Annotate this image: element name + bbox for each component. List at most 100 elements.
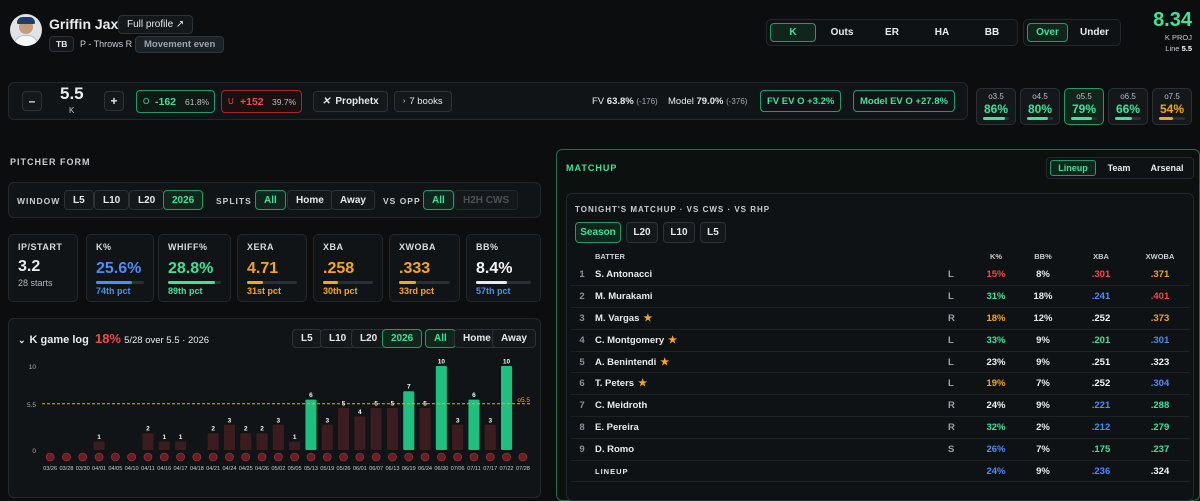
under-price: +152 xyxy=(240,96,264,108)
window-2026[interactable]: 2026 xyxy=(163,190,204,210)
bar-05/02 xyxy=(272,424,284,450)
tab-er[interactable]: ER xyxy=(885,27,899,38)
book-selector[interactable]: ✕ Prophetx xyxy=(313,91,388,112)
tab-over[interactable]: Over xyxy=(1036,27,1059,38)
bar-label: 5 xyxy=(423,401,427,408)
line-marker-label: o5.5 xyxy=(517,397,530,404)
tab-bb[interactable]: BB xyxy=(984,27,1000,38)
stat-ipstart: IP/START 3.2 28 starts xyxy=(8,234,78,302)
tab-lineup[interactable]: Lineup xyxy=(1058,163,1088,173)
matchup-window-season[interactable]: Season xyxy=(575,222,621,243)
window-l20[interactable]: L20 xyxy=(129,190,165,210)
matchup-window-l5[interactable]: L5 xyxy=(700,222,726,243)
stat-title: IP/START xyxy=(18,242,63,252)
batter-row[interactable]: 3 M. Vargas ★ R 18% 12% .252.373 xyxy=(571,307,1190,330)
full-profile-link[interactable]: Full profile ↗ xyxy=(118,15,194,34)
opponent-logo-icon xyxy=(94,452,104,462)
batter-name: S. Antonacci xyxy=(595,269,653,281)
batter-name: D. Romo xyxy=(595,443,635,455)
batter-name-cell: C. Meidroth xyxy=(593,394,948,418)
bar-04/11 xyxy=(142,433,154,450)
model-value: Model 79.0% (-376) xyxy=(668,96,748,107)
tab-ha[interactable]: HA xyxy=(934,27,950,38)
batter-bb: 2% xyxy=(1014,416,1072,439)
under-odds-button[interactable]: U +152 39.7% xyxy=(221,90,302,113)
ladder-o6.5[interactable]: o6.5 66% xyxy=(1108,88,1148,125)
projection-label: K PROJ xyxy=(1164,33,1192,42)
split-all[interactable]: All xyxy=(255,190,286,210)
bar-07/17 xyxy=(484,424,496,450)
stat-title: BB% xyxy=(476,242,499,252)
opponent-logo-icon xyxy=(371,452,381,462)
stat-bar xyxy=(247,281,297,284)
batter-row[interactable]: 9 D. Romo S 26% 7% .175.237 xyxy=(571,438,1190,461)
vsopp-all[interactable]: All xyxy=(423,190,454,210)
log-filter-home[interactable]: Home xyxy=(454,329,500,348)
matchup-window-l20[interactable]: L20 xyxy=(626,222,658,243)
x-tick: 05/05 xyxy=(288,466,302,472)
batter-row[interactable]: 7 C. Meidroth R 24% 9% .221.288 xyxy=(571,394,1190,418)
bar-04/26 xyxy=(256,433,268,450)
batter-bb: 12% xyxy=(1014,307,1072,330)
ladder-pct: 54% xyxy=(1159,102,1185,116)
batter-row[interactable]: 5 A. Benintendi ★ L 23% 9% .251.323 xyxy=(571,351,1190,374)
tab-k[interactable]: K xyxy=(789,27,797,38)
col-k: K% xyxy=(989,251,1003,261)
books-dropdown[interactable]: › 7 books xyxy=(394,91,452,112)
log-filter-all[interactable]: All xyxy=(425,329,456,348)
batter-k: 26% xyxy=(978,438,1014,461)
batter-order: 5 xyxy=(571,351,593,374)
opponent-logo-icon xyxy=(78,452,88,462)
tab-under[interactable]: Under xyxy=(1080,27,1109,38)
log-filter-away[interactable]: Away xyxy=(492,329,536,348)
tab-team[interactable]: Team xyxy=(1107,163,1131,173)
under-icon: U xyxy=(228,97,234,106)
window-l5[interactable]: L5 xyxy=(64,190,94,210)
game-log-header[interactable]: ⌄ K game log 18% 5/28 over 5.5 · 2026 xyxy=(18,331,210,346)
batter-row[interactable]: 2 M. Murakami L 31% 18% .241.401 xyxy=(571,285,1190,309)
batter-row[interactable]: 6 T. Peters ★ L 19% 7% .252.304 xyxy=(571,372,1190,396)
over-odds-button[interactable]: O -162 61.8% xyxy=(136,90,215,113)
bar-04/01 xyxy=(93,441,105,450)
bar-label: 10 xyxy=(503,359,511,366)
batter-row[interactable]: 1 S. Antonacci L 15% 8% .301.371 xyxy=(571,264,1190,287)
over-price: -162 xyxy=(155,96,177,108)
batter-row[interactable]: 8 E. Pereira R 32% 2% .212.279 xyxy=(571,416,1190,439)
bar-05/26 xyxy=(338,408,350,450)
batter-name-cell: M. Murakami xyxy=(593,285,948,309)
bar-07/11 xyxy=(468,399,480,450)
ladder-bar xyxy=(1115,117,1141,120)
log-filter-l5[interactable]: L5 xyxy=(292,329,322,348)
opponent-logo-icon xyxy=(306,452,316,462)
y-tick: 5.5 xyxy=(27,402,36,409)
bar-label: 2 xyxy=(146,426,150,433)
window-l10[interactable]: L10 xyxy=(94,190,130,210)
stat-bar xyxy=(168,281,221,284)
stat-title: XBA xyxy=(323,242,344,252)
ladder-o7.5[interactable]: o7.5 54% xyxy=(1152,88,1192,125)
matchup-window-l10[interactable]: L10 xyxy=(663,222,695,243)
x-tick: 06/24 xyxy=(418,466,432,472)
chevron-down-icon: ⌄ xyxy=(18,335,26,345)
ladder-o5.5[interactable]: o5.5 79% xyxy=(1064,88,1104,125)
decrement-line-button[interactable]: – xyxy=(22,91,42,111)
batter-bb: 7% xyxy=(1014,438,1072,461)
lineup-xwoba: .324 xyxy=(1130,460,1190,483)
log-filter-2026[interactable]: 2026 xyxy=(382,329,423,348)
ladder-pct: 86% xyxy=(983,102,1009,116)
batter-row[interactable]: 4 C. Montgomery ★ L 33% 9% .201.301 xyxy=(571,329,1190,352)
tab-arsenal[interactable]: Arsenal xyxy=(1150,163,1184,173)
batter-order: 3 xyxy=(571,307,593,330)
stat-value: .333 xyxy=(399,260,431,277)
bar-06/19 xyxy=(403,391,415,450)
split-away[interactable]: Away xyxy=(331,190,375,210)
ladder-o3.5[interactable]: o3.5 86% xyxy=(976,88,1016,125)
log-filter-l10[interactable]: L10 xyxy=(320,329,356,348)
increment-line-button[interactable]: + xyxy=(104,91,124,111)
tab-outs[interactable]: Outs xyxy=(830,27,854,38)
x-tick: 04/16 xyxy=(157,466,171,472)
log-filter-l20[interactable]: L20 xyxy=(351,329,387,348)
ladder-o4.5[interactable]: o4.5 80% xyxy=(1020,88,1060,125)
split-home[interactable]: Home xyxy=(287,190,333,210)
vsopp-h2h-cws[interactable]: H2H CWS xyxy=(454,190,519,210)
